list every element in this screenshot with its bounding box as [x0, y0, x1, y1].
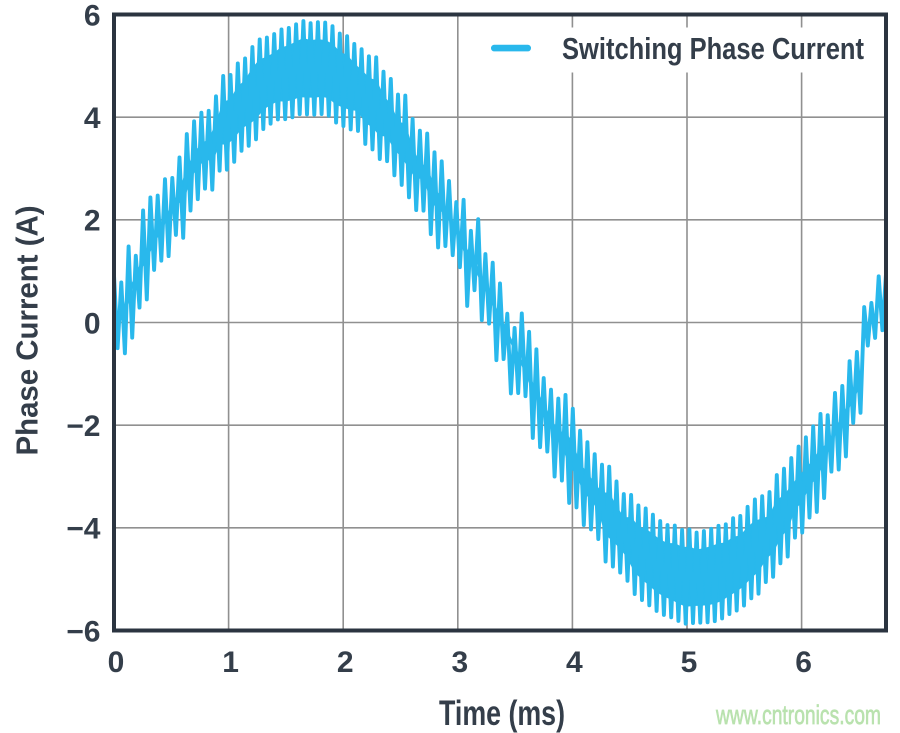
svg-text:Switching Phase Current: Switching Phase Current [562, 31, 864, 66]
svg-text:3: 3 [451, 646, 468, 679]
svg-text:−4: −4 [66, 513, 101, 546]
svg-text:Time (ms): Time (ms) [439, 694, 565, 733]
svg-text:Phase Current (A): Phase Current (A) [10, 206, 45, 456]
svg-text:6: 6 [795, 646, 812, 679]
svg-text:0: 0 [108, 646, 125, 679]
svg-text:−2: −2 [66, 410, 100, 443]
svg-text:2: 2 [337, 646, 354, 679]
svg-text:−6: −6 [66, 615, 100, 648]
svg-text:4: 4 [566, 646, 583, 679]
svg-text:5: 5 [681, 646, 698, 679]
svg-text:4: 4 [84, 102, 101, 135]
svg-text:6: 6 [84, 0, 101, 32]
svg-text:0: 0 [84, 307, 101, 340]
svg-text:1: 1 [222, 646, 239, 679]
svg-text:www.cntronics.com: www.cntronics.com [715, 700, 881, 730]
svg-text:2: 2 [84, 205, 101, 238]
